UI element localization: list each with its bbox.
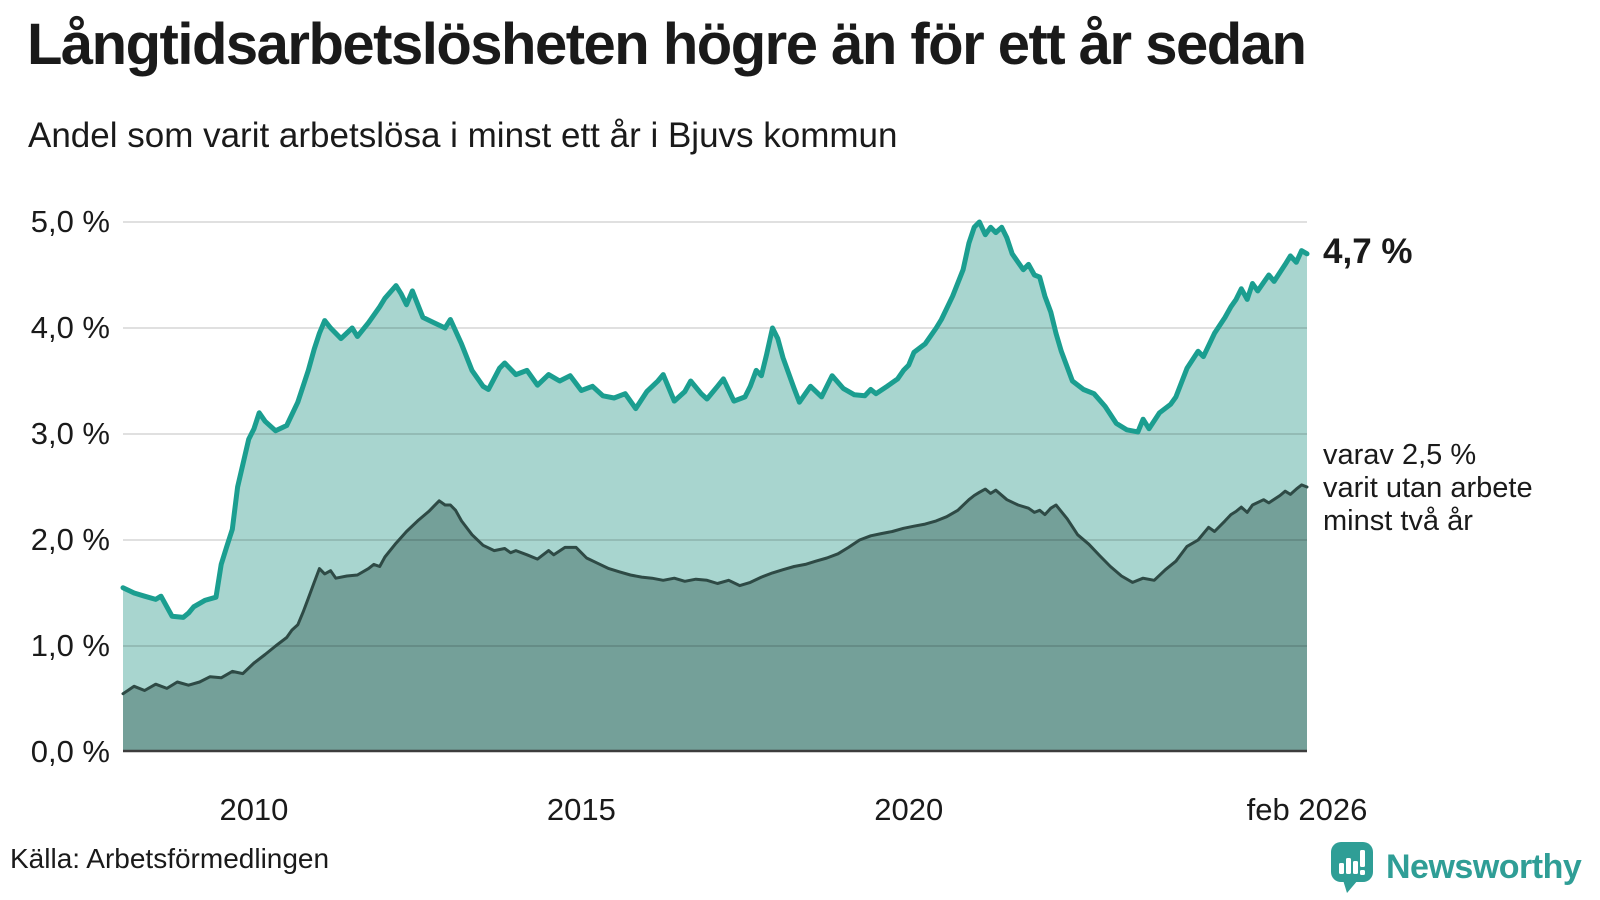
secondary-annotation-line3: minst två år: [1323, 505, 1473, 537]
x-axis-label: 2020: [874, 792, 944, 827]
x-axis-label: 2010: [219, 792, 289, 827]
y-axis-label: 3,0 %: [30, 416, 110, 451]
page-title: Långtidsarbetslösheten högre än för ett …: [27, 12, 1307, 77]
x-axis-label: feb 2026: [1246, 792, 1368, 827]
secondary-series-annotation: varav 2,5 % varit utan arbete minst två …: [1323, 439, 1533, 538]
secondary-annotation-line2: varit utan arbete: [1323, 472, 1533, 504]
y-axis-label: 5,0 %: [30, 204, 110, 239]
area-chart: [120, 219, 1310, 753]
secondary-annotation-line1: varav 2,5 %: [1323, 439, 1477, 471]
source-note: Källa: Arbetsförmedlingen: [10, 843, 330, 874]
y-axis-label: 0,0 %: [30, 734, 110, 769]
y-axis-label: 4,0 %: [30, 310, 110, 345]
y-axis-label: 2,0 %: [30, 522, 110, 557]
newsworthy-wordmark: Newsworthy: [1386, 847, 1582, 886]
x-axis-label: 2015: [546, 792, 616, 827]
newsworthy-logo: Newsworthy: [1330, 840, 1582, 894]
chart-subtitle: Andel som varit arbetslösa i minst ett å…: [28, 116, 898, 155]
line-2yr: [121, 483, 1309, 696]
y-axis-label: 1,0 %: [30, 628, 110, 663]
area-2yr: [123, 484, 1307, 752]
newsworthy-bubble-icon: [1331, 842, 1373, 893]
latest-value-annotation: 4,7 %: [1323, 231, 1413, 271]
line-1yr: [120, 219, 1310, 620]
